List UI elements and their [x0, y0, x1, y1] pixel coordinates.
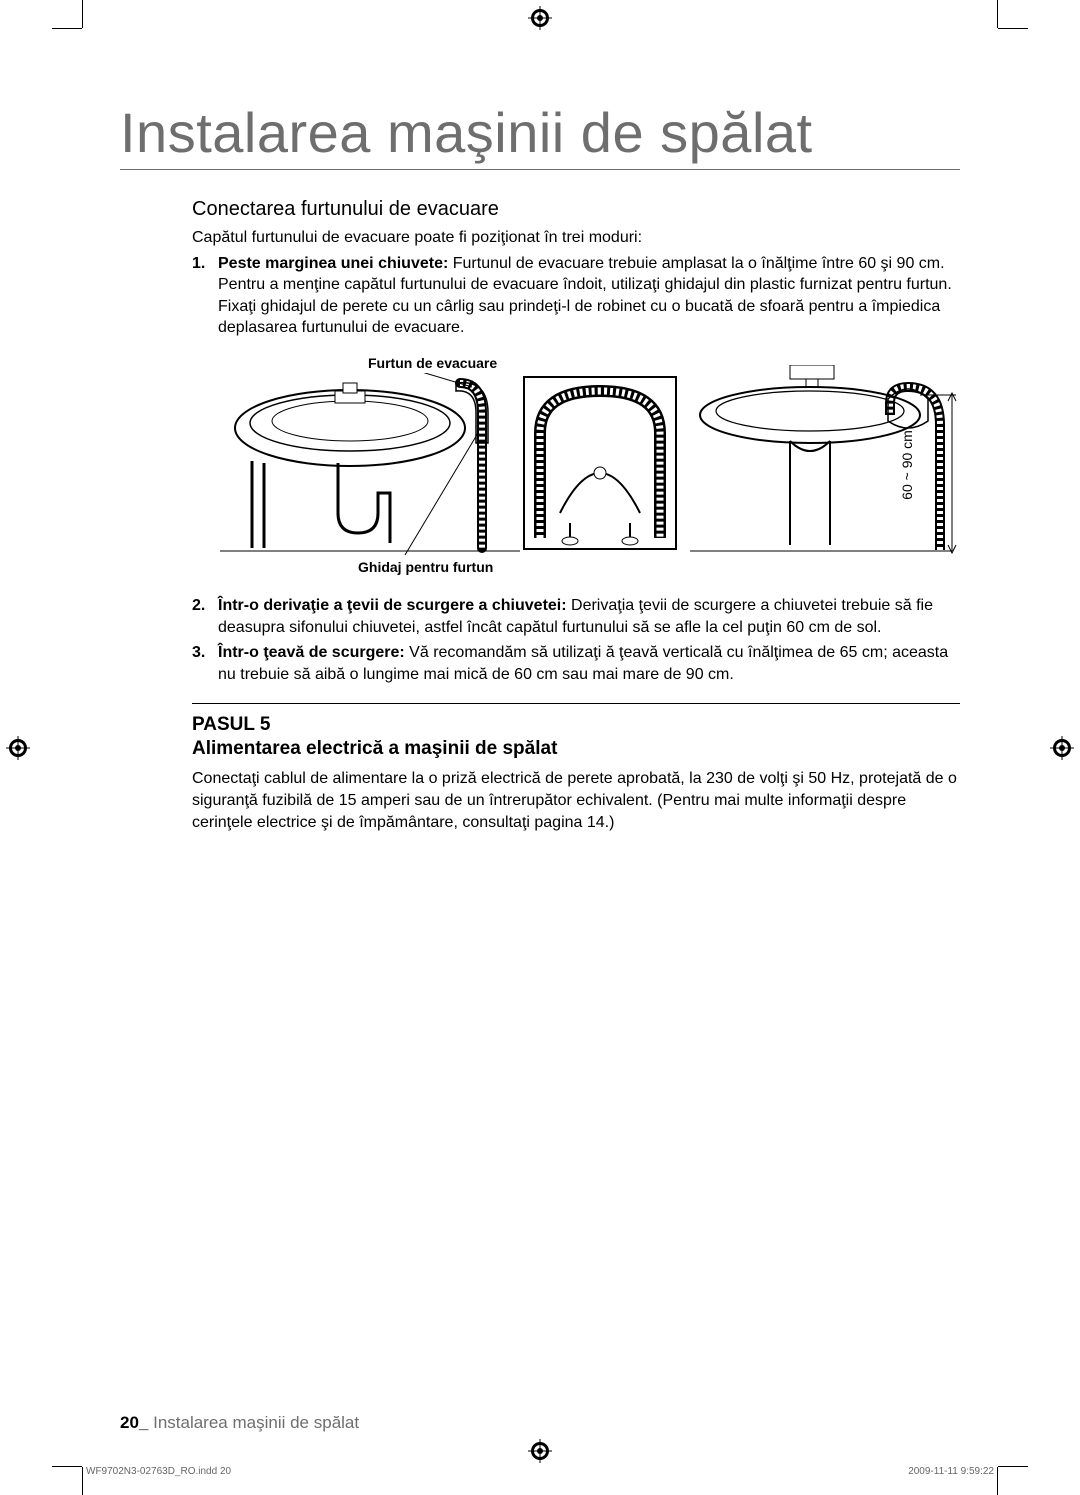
item-lead: Într-o ţeavă de scurgere:: [218, 644, 405, 661]
sink-diagram-left-icon: [220, 373, 520, 558]
diagram: Furtun de evacuare: [220, 355, 960, 575]
footer-section: Instalarea maşinii de spălat: [148, 1413, 359, 1432]
hose-guide-detail-icon: [520, 373, 680, 558]
section-intro: Capătul furtunului de evacuare poate fi …: [192, 227, 960, 249]
step5-subheading: Alimentarea electrică a maşinii de spăla…: [192, 738, 960, 760]
registration-mark-icon: [1050, 736, 1074, 760]
item-lead: Într-o derivaţie a ţevii de scurgere a c…: [218, 597, 567, 614]
crop-mark: [52, 28, 82, 29]
page-footer: 20_ Instalarea maşinii de spălat: [120, 1413, 359, 1433]
print-meta-left: WF9702N3-02763D_RO.indd 20: [86, 1466, 231, 1477]
item-number: 3.: [192, 642, 205, 664]
page-number: 20_: [120, 1413, 148, 1432]
registration-mark-icon: [528, 1439, 552, 1463]
item-number: 2.: [192, 595, 205, 617]
crop-mark: [997, 0, 998, 28]
print-meta-right: 2009-11-11 9:59:22: [908, 1466, 994, 1477]
crop-mark: [998, 28, 1028, 29]
list-item: 1. Peste marginea unei chiuvete: Furtunu…: [192, 253, 960, 339]
instruction-list-2: 2. Într-o derivaţie a ţevii de scurgere …: [192, 595, 960, 685]
section-heading: Conectarea furtunului de evacuare: [192, 198, 960, 221]
crop-mark: [52, 1466, 82, 1467]
diagram-label-bottom: Ghidaj pentru furtun: [358, 559, 493, 575]
registration-mark-icon: [6, 736, 30, 760]
crop-mark: [998, 1466, 1028, 1467]
item-number: 1.: [192, 253, 205, 275]
list-item: 3. Într-o ţeavă de scurgere: Vă recomand…: [192, 642, 960, 685]
list-item: 2. Într-o derivaţie a ţevii de scurgere …: [192, 595, 960, 638]
instruction-list: 1. Peste marginea unei chiuvete: Furtunu…: [192, 253, 960, 339]
crop-mark: [82, 0, 83, 28]
page-title: Instalarea maşinii de spălat: [120, 100, 960, 170]
crop-mark: [82, 1467, 83, 1495]
sink-diagram-right-icon: [690, 365, 960, 560]
item-lead: Peste marginea unei chiuvete:: [218, 255, 448, 272]
crop-mark: [997, 1467, 998, 1495]
section-divider: [192, 703, 960, 704]
diagram-label-top: Furtun de evacuare: [368, 355, 497, 371]
page-content: Instalarea maşinii de spălat Conectarea …: [120, 100, 960, 833]
dimension-label: 60 ~ 90 cm: [899, 430, 915, 500]
step5-heading: PASUL 5: [192, 714, 960, 736]
registration-mark-icon: [528, 6, 552, 30]
step5-body: Conectaţi cablul de alimentare la o priz…: [192, 768, 960, 833]
